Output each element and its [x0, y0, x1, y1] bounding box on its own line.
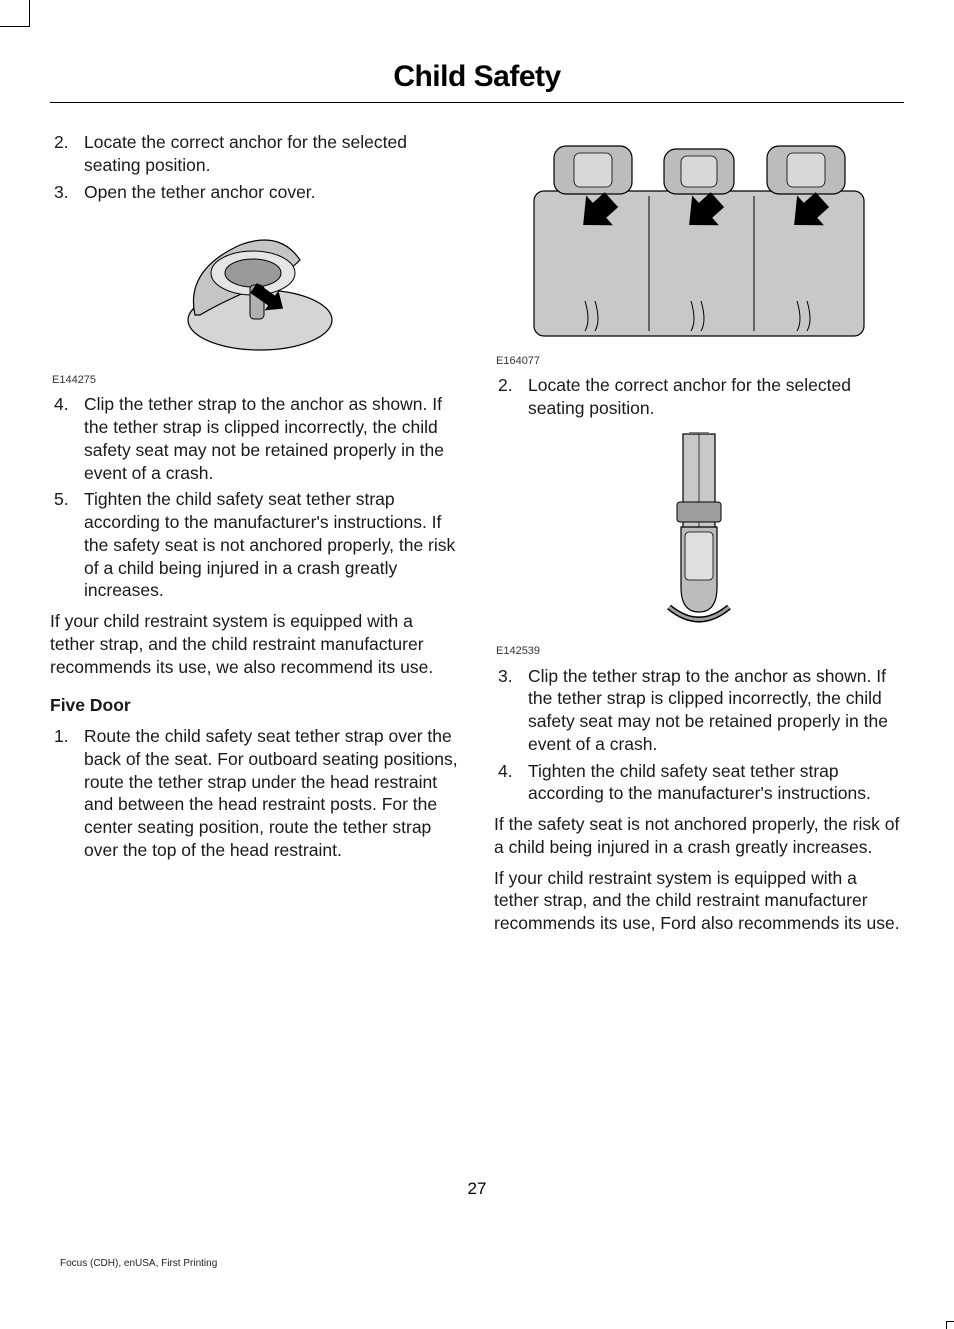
list-text: Locate the correct anchor for the select…: [528, 374, 904, 420]
list-text: Locate the correct anchor for the select…: [84, 131, 460, 177]
list-number: 4.: [50, 393, 84, 484]
figure-tether-hook: E142539: [494, 432, 904, 659]
left-column: 2. Locate the correct anchor for the sel…: [50, 131, 460, 943]
page-title: Child Safety: [50, 60, 904, 94]
right-column: E164077 2. Locate the correct anchor for…: [494, 131, 904, 943]
footer-text: Focus (CDH), enUSA, First Printing: [60, 1258, 217, 1269]
page-number: 27: [0, 1179, 954, 1199]
list-item: 2. Locate the correct anchor for the sel…: [494, 374, 904, 420]
crop-mark-tl: [0, 0, 30, 27]
content-columns: 2. Locate the correct anchor for the sel…: [50, 131, 904, 943]
list-text: Clip the tether strap to the anchor as s…: [84, 393, 460, 484]
body-paragraph: If your child restraint system is equipp…: [494, 867, 904, 935]
list-item: 2. Locate the correct anchor for the sel…: [50, 131, 460, 177]
figure-rear-seats: E164077: [494, 131, 904, 368]
list-number: 3.: [50, 181, 84, 204]
list-item: 4. Tighten the child safety seat tether …: [494, 760, 904, 806]
title-rule: [50, 102, 904, 103]
list-item: 4. Clip the tether strap to the anchor a…: [50, 393, 460, 484]
list-number: 2.: [494, 374, 528, 420]
list-number: 5.: [50, 488, 84, 602]
list-number: 4.: [494, 760, 528, 806]
subheading-five-door: Five Door: [50, 694, 460, 717]
figure-anchor-cover: E144275: [50, 215, 460, 387]
list-text: Open the tether anchor cover.: [84, 181, 460, 204]
list-item: 3. Clip the tether strap to the anchor a…: [494, 665, 904, 756]
list-number: 3.: [494, 665, 528, 756]
crop-mark-br: [946, 1321, 954, 1329]
list-text: Tighten the child safety seat tether str…: [528, 760, 904, 806]
tether-hook-illustration: [629, 432, 769, 637]
list-item: 5. Tighten the child safety seat tether …: [50, 488, 460, 602]
body-paragraph: If your child restraint system is equipp…: [50, 610, 460, 678]
body-paragraph: If the safety seat is not anchored prope…: [494, 813, 904, 859]
list-number: 2.: [50, 131, 84, 177]
figure-caption: E142539: [494, 644, 904, 658]
anchor-cover-illustration: [145, 215, 365, 365]
rear-seats-illustration: [519, 131, 879, 346]
list-text: Tighten the child safety seat tether str…: [84, 488, 460, 602]
list-item: 3. Open the tether anchor cover.: [50, 181, 460, 204]
list-text: Route the child safety seat tether strap…: [84, 725, 460, 862]
figure-caption: E164077: [494, 354, 904, 368]
figure-caption: E144275: [50, 373, 460, 387]
list-number: 1.: [50, 725, 84, 862]
list-item: 1. Route the child safety seat tether st…: [50, 725, 460, 862]
list-text: Clip the tether strap to the anchor as s…: [528, 665, 904, 756]
